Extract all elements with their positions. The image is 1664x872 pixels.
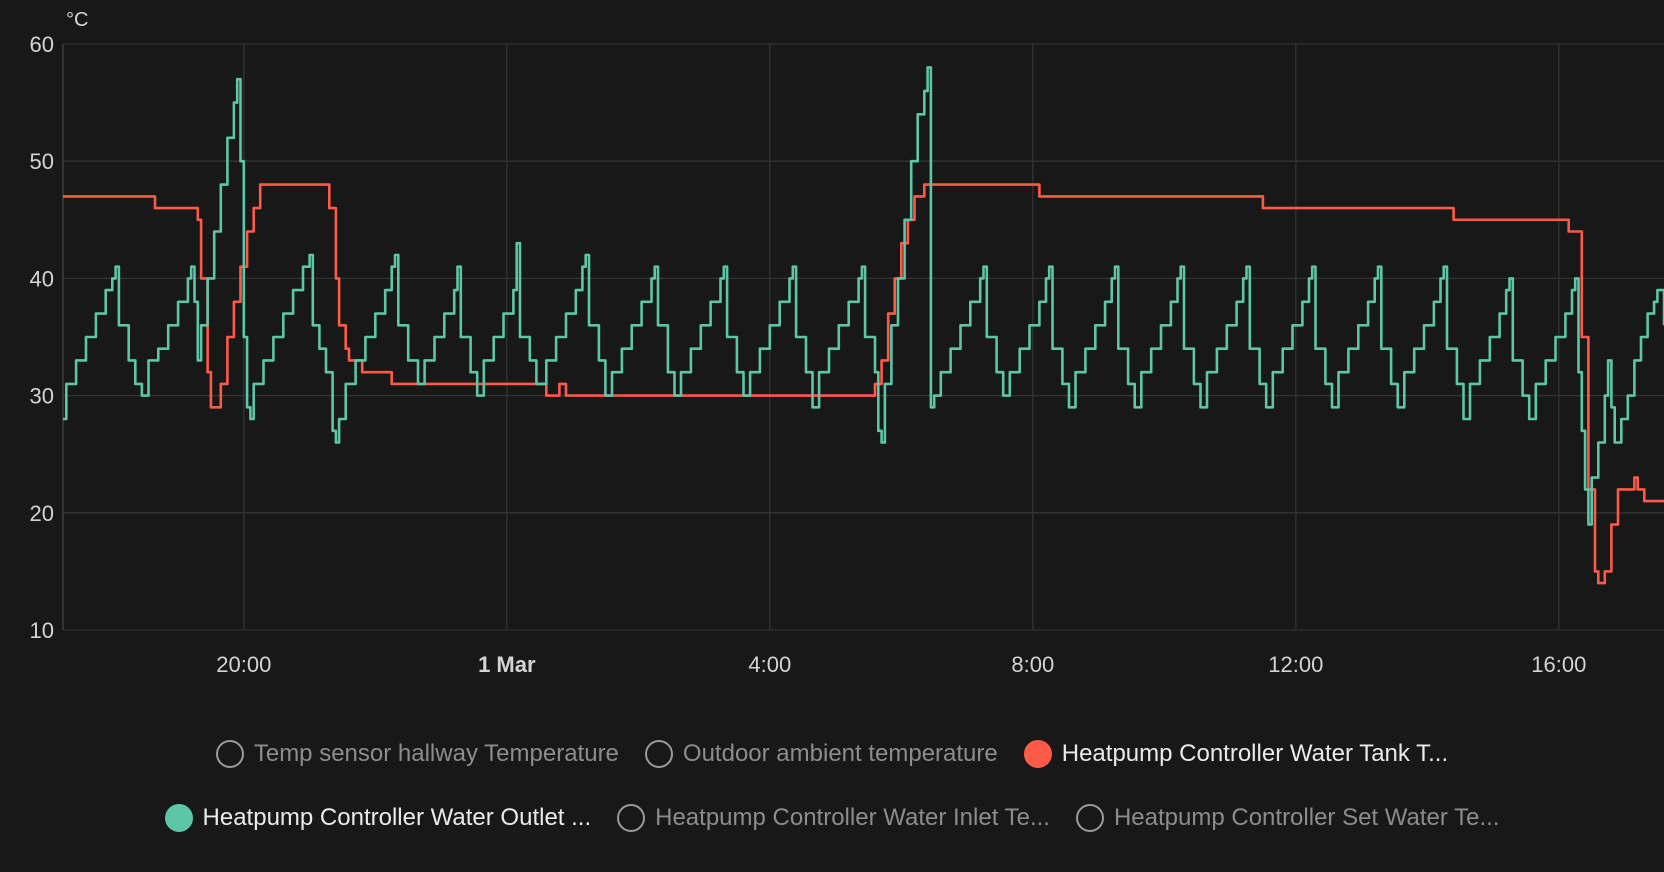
series-line-water-tank: [63, 183, 1664, 585]
legend-item-hallway-temperature[interactable]: Temp sensor hallway Temperature: [215, 740, 619, 768]
x-tick-label: 4:00: [748, 652, 791, 677]
legend-item-outdoor-temperature[interactable]: Outdoor ambient temperature: [644, 740, 998, 768]
legend-label: Heatpump Controller Water Inlet Te...: [655, 804, 1050, 831]
legend-label: Heatpump Controller Set Water Te...: [1113, 804, 1500, 831]
unit-label: °C: [66, 9, 88, 31]
legend-toggle-icon: [1075, 804, 1104, 832]
legend-label: Outdoor ambient temperature: [682, 740, 998, 767]
x-tick-label: 16:00: [1531, 652, 1586, 677]
x-tick-label: 20:00: [216, 652, 271, 677]
y-tick-label: 60: [30, 32, 54, 57]
legend-toggle-icon: [644, 740, 673, 768]
legend-label: Temp sensor hallway Temperature: [253, 740, 619, 767]
x-tick-label: 12:00: [1268, 652, 1323, 677]
temperature-chart: 10 20 30 40 50 60 20:00 1 Mar 4:00 8:00 12:00 16:00…: [30, 9, 1664, 677]
legend-item-water-tank-temperature[interactable]: Heatpump Controller Water Tank T...: [1023, 740, 1449, 768]
legend-item-water-outlet-temperature[interactable]: Heatpump Controller Water Outlet ...: [164, 804, 592, 832]
legend-toggle-icon: [215, 740, 244, 768]
y-tick-label: 30: [30, 384, 54, 409]
legend-item-water-inlet-temperature[interactable]: Heatpump Controller Water Inlet Te...: [617, 804, 1050, 832]
y-tick-label: 40: [30, 266, 54, 291]
legend-row-2: Heatpump Controller Water Outlet ... Hea…: [0, 804, 1664, 832]
series-line-water-outlet: [63, 66, 1664, 526]
legend-color-dot-icon: [164, 804, 193, 832]
legend-color-dot-icon: [1023, 740, 1052, 768]
legend-label: Heatpump Controller Water Tank T...: [1061, 740, 1449, 767]
y-tick-label: 50: [30, 149, 54, 174]
legend-item-set-water-temperature[interactable]: Heatpump Controller Set Water Te...: [1075, 804, 1500, 832]
y-tick-label: 20: [30, 501, 54, 526]
legend-toggle-icon: [617, 804, 646, 832]
y-tick-label: 10: [30, 618, 54, 643]
legend-label: Heatpump Controller Water Outlet ...: [202, 804, 592, 831]
x-tick-label: 1 Mar: [478, 652, 536, 677]
legend-row-1: Temp sensor hallway Temperature Outdoor …: [0, 740, 1664, 768]
x-tick-label: 8:00: [1011, 652, 1054, 677]
